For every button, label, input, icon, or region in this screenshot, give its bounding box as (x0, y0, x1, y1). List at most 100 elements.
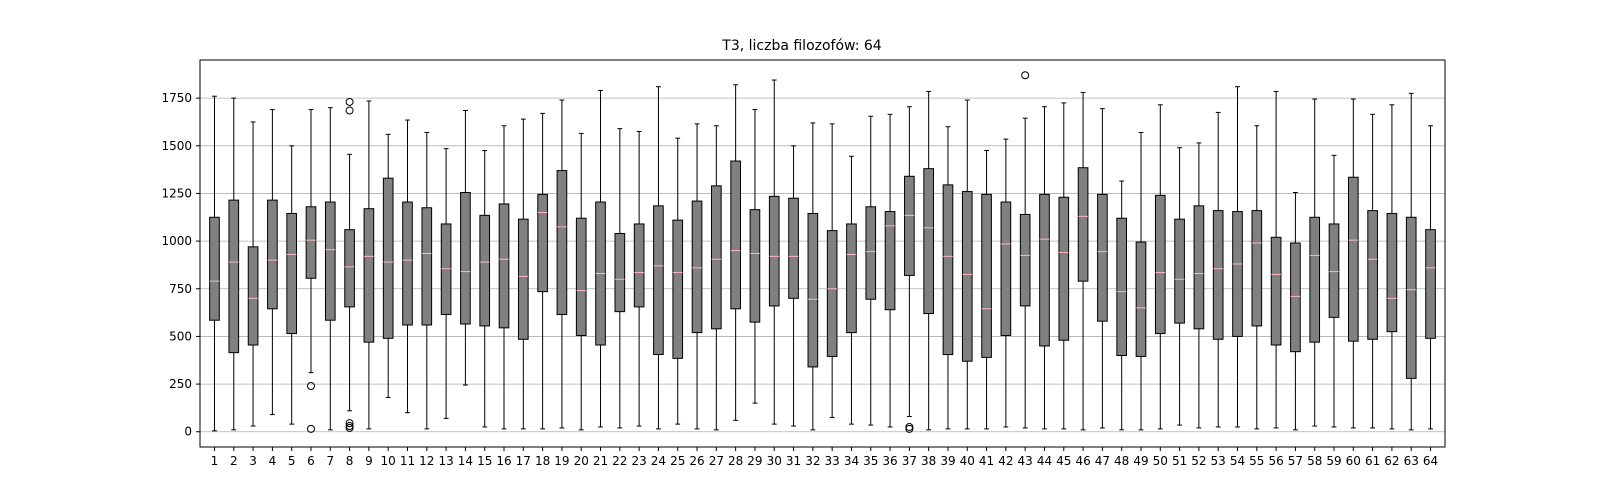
x-tick-label: 19 (554, 454, 569, 468)
iqr-box (1039, 193, 1050, 347)
box-47 (1097, 108, 1108, 429)
box-36 (884, 113, 896, 428)
iqr-box (382, 177, 394, 339)
iqr-box (711, 185, 722, 330)
box-52 (1193, 142, 1205, 429)
box-16 (498, 125, 510, 430)
x-tick-label: 9 (365, 454, 373, 468)
box-2 (228, 97, 240, 431)
x-tick-label: 31 (786, 454, 801, 468)
iqr-box (1270, 236, 1282, 346)
iqr-box (1058, 196, 1070, 341)
iqr-box (614, 232, 626, 313)
iqr-box (305, 206, 317, 279)
box-26 (691, 123, 703, 430)
iqr-box (421, 207, 433, 326)
box-20 (575, 132, 587, 431)
x-tick-label: 4 (269, 454, 277, 468)
x-tick-label: 20 (574, 454, 589, 468)
iqr-box (730, 160, 741, 310)
x-tick-label: 41 (979, 454, 994, 468)
outlier-point (345, 97, 354, 106)
box-28 (730, 84, 741, 421)
outlier-point (306, 381, 315, 390)
box-62 (1386, 104, 1398, 430)
box-22 (614, 128, 626, 429)
box-40 (961, 99, 973, 430)
iqr-box (1019, 213, 1031, 307)
y-tick-label: 750 (169, 282, 192, 296)
iqr-box (1116, 217, 1128, 356)
iqr-box (324, 201, 336, 321)
y-tick-label: 1500 (161, 139, 192, 153)
x-tick-label: 17 (516, 454, 531, 468)
iqr-box (556, 170, 568, 316)
box-58 (1309, 98, 1321, 427)
iqr-box (653, 205, 664, 356)
iqr-box (981, 193, 992, 358)
iqr-box (846, 223, 857, 334)
box-19 (556, 99, 568, 429)
x-tick-label: 30 (767, 454, 782, 468)
x-tick-label: 50 (1153, 454, 1168, 468)
x-tick-label: 3 (249, 454, 257, 468)
iqr-box (575, 217, 587, 336)
x-tick-label: 59 (1326, 454, 1341, 468)
x-tick-label: 33 (825, 454, 840, 468)
box-3 (247, 121, 259, 427)
box-41 (981, 150, 992, 430)
y-tick-label: 1250 (161, 186, 192, 200)
outlier-point (345, 422, 354, 431)
x-tick-label: 22 (612, 454, 627, 468)
box-38 (923, 90, 934, 431)
iqr-box (633, 223, 645, 308)
iqr-box (363, 208, 375, 343)
box-1 (209, 95, 220, 432)
x-tick-label: 55 (1249, 454, 1264, 468)
x-tick-label: 63 (1404, 454, 1419, 468)
x-tick-label: 62 (1384, 454, 1399, 468)
iqr-box (1077, 167, 1089, 282)
iqr-box (1347, 176, 1359, 342)
x-tick-label: 34 (844, 454, 859, 468)
x-tick-label: 52 (1191, 454, 1206, 468)
iqr-box (402, 201, 413, 326)
box-17 (517, 118, 529, 430)
plot-frame (199, 59, 1446, 448)
iqr-box (1000, 201, 1012, 336)
x-tick-label: 37 (902, 454, 917, 468)
y-tick-label: 1000 (161, 234, 192, 248)
box-57 (1290, 191, 1301, 431)
x-tick-label: 2 (230, 454, 238, 468)
iqr-box (865, 206, 877, 300)
x-tick-label: 25 (670, 454, 685, 468)
iqr-box (768, 195, 780, 307)
x-tick-label: 27 (709, 454, 724, 468)
x-tick-label: 47 (1095, 454, 1110, 468)
x-tick-label: 5 (288, 454, 296, 468)
box-64 (1425, 125, 1436, 430)
iqr-box (691, 200, 703, 334)
box-54 (1232, 86, 1243, 428)
iqr-box (788, 197, 799, 299)
x-tick-label: 46 (1075, 454, 1090, 468)
x-tick-label: 45 (1056, 454, 1071, 468)
iqr-box (1309, 216, 1321, 343)
box-55 (1251, 125, 1263, 430)
iqr-box (517, 218, 529, 340)
x-tick-label: 39 (940, 454, 955, 468)
iqr-box (1328, 223, 1340, 318)
x-tick-label: 40 (960, 454, 975, 468)
box-18 (537, 112, 548, 430)
box-56 (1270, 90, 1282, 429)
outlier-point (345, 419, 354, 428)
iqr-box (1386, 212, 1398, 333)
x-tick-label: 36 (882, 454, 897, 468)
x-tick-label: 43 (1018, 454, 1033, 468)
iqr-box (904, 175, 915, 276)
iqr-box (344, 229, 355, 308)
x-tick-label: 12 (419, 454, 434, 468)
box-43 (1019, 71, 1031, 429)
x-tick-label: 16 (496, 454, 511, 468)
